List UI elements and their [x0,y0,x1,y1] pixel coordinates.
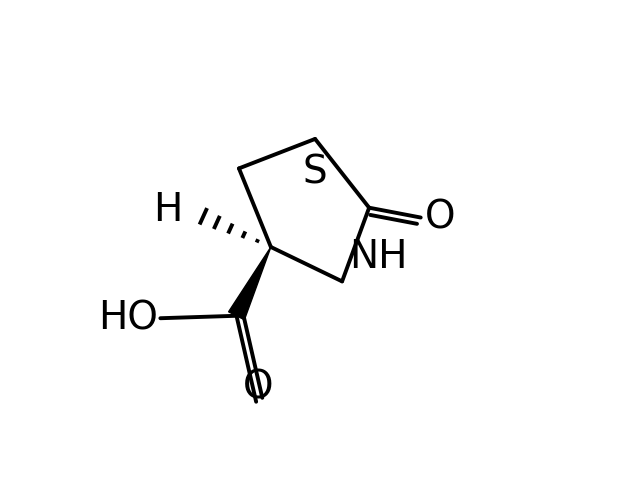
Text: H: H [153,191,182,229]
Text: HO: HO [98,299,158,337]
Polygon shape [228,247,271,320]
Text: NH: NH [349,239,408,277]
Text: S: S [303,154,328,192]
Text: O: O [243,369,274,407]
Text: O: O [424,199,455,237]
